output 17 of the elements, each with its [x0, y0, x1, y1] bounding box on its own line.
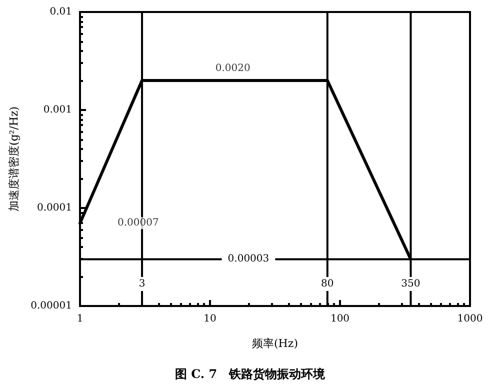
annotation: 0.00007	[117, 218, 159, 229]
y-tick-label: 0.001	[43, 104, 72, 116]
y-tick-label: 0.01	[50, 6, 72, 18]
ref-line-label: 80	[321, 278, 334, 290]
ref-line-label: 3	[138, 278, 146, 290]
y-tick-label: 0.00001	[30, 300, 72, 312]
y-tick-label: 0.0001	[37, 202, 72, 214]
annotation: 0.0020	[215, 63, 250, 74]
text: 图 C. 7 铁路货物振动环境	[174, 367, 326, 381]
ref-line-label: 0.00003	[228, 254, 270, 265]
x-tick-label: 1000	[457, 314, 483, 324]
y-axis-title: 加速度谱密度(g²/Hz)	[8, 106, 21, 212]
x-axis-title: 频率(Hz)	[252, 337, 298, 350]
x-tick-label: 100	[330, 314, 350, 324]
x-tick-label: 1	[76, 314, 84, 324]
ref-line-label: 350	[401, 278, 420, 290]
x-tick-label: 10	[204, 314, 216, 324]
